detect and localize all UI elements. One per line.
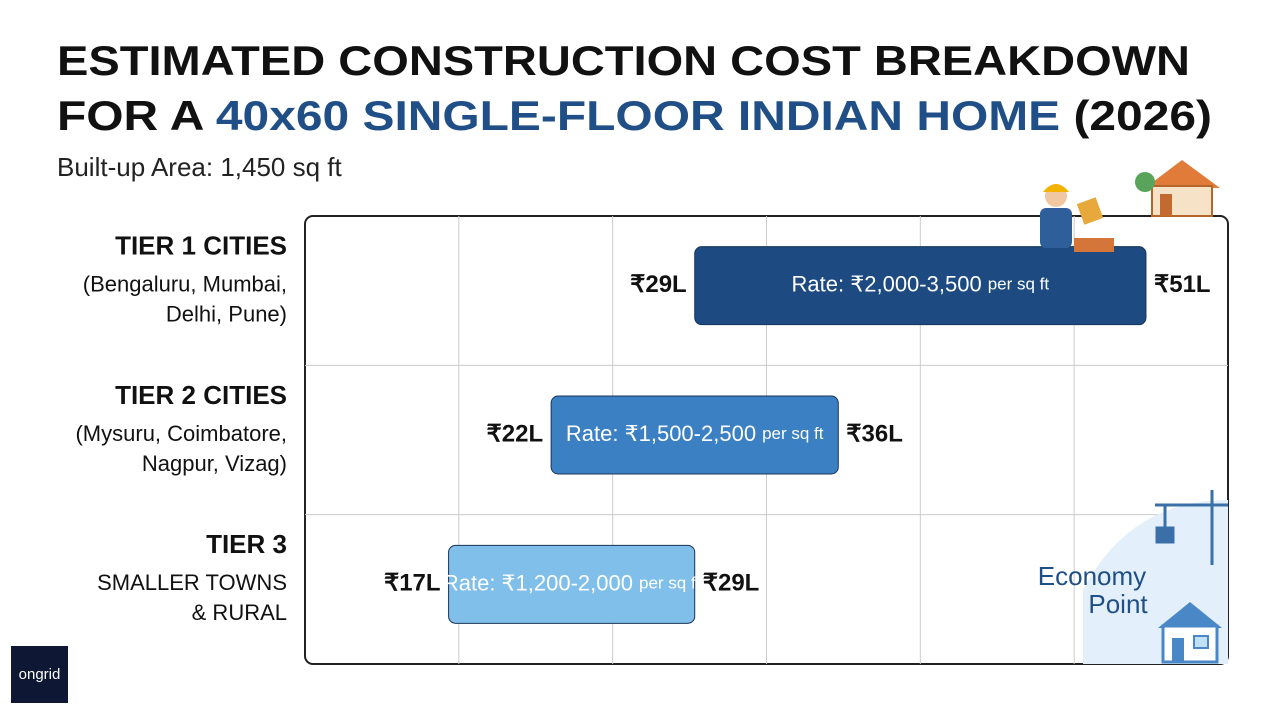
plot: ₹29L ₹51L Rate: ₹2,000-3,500 per sq ft ₹22L ₹… [305,216,1228,664]
rate-label: Rate: ₹1,200-2,000 per sq ft [443,570,701,595]
rate-unit: per sq ft [639,574,701,593]
category-note: & RURAL [192,600,287,625]
high-label: ₹36L [846,420,903,447]
range-bar [694,246,1147,326]
range-bar [550,395,839,475]
title-highlight: 40x60 SINGLE-FLOOR INDIAN HOME [216,92,1060,139]
low-label: ₹17L [384,570,441,597]
category-note: Delhi, Pune) [166,301,287,326]
rate-range: Rate: ₹1,200-2,000 [443,570,633,595]
category-note: SMALLER TOWNS [97,570,287,595]
category-note: (Bengaluru, Mumbai, [83,271,287,296]
high-label: ₹51L [1154,271,1211,298]
chart-title-line2: FOR A 40x60 SINGLE-FLOOR INDIAN HOME (20… [57,92,1212,139]
worker-icon [1040,184,1114,252]
category-label: TIER 3 [206,529,287,559]
annotation-line: Point [1088,589,1148,619]
rate-label: Rate: ₹2,000-3,500 per sq ft [792,271,1050,296]
title-part: (2026) [1060,92,1212,139]
category-label: TIER 2 CITIES [115,380,287,410]
house-icon [1158,602,1222,664]
high-label: ₹29L [703,570,760,597]
rate-range: Rate: ₹1,500-2,500 [566,421,756,446]
title-part: FOR A [57,92,216,139]
category-label: TIER 1 CITIES [115,231,287,261]
category-note: (Mysuru, Coimbatore, [75,421,287,446]
rate-unit: per sq ft [762,424,824,443]
rate-unit: per sq ft [988,275,1050,294]
rate-label: Rate: ₹1,500-2,500 per sq ft [566,421,824,446]
crane-icon [1155,490,1228,565]
range-bar [448,544,696,624]
logo: ongrid [19,666,61,683]
annotation-line: Economy [1038,561,1146,591]
chart-title: ESTIMATED CONSTRUCTION COST BREAKDOWN [57,37,1190,84]
low-label: ₹22L [487,420,544,447]
low-label: ₹29L [630,271,687,298]
subtitle: Built-up Area: 1,450 sq ft [57,152,343,182]
rate-range: Rate: ₹2,000-3,500 [792,271,982,296]
top-house-icon [1135,160,1220,217]
category-note: Nagpur, Vizag) [142,451,287,476]
logo-box [11,646,68,703]
